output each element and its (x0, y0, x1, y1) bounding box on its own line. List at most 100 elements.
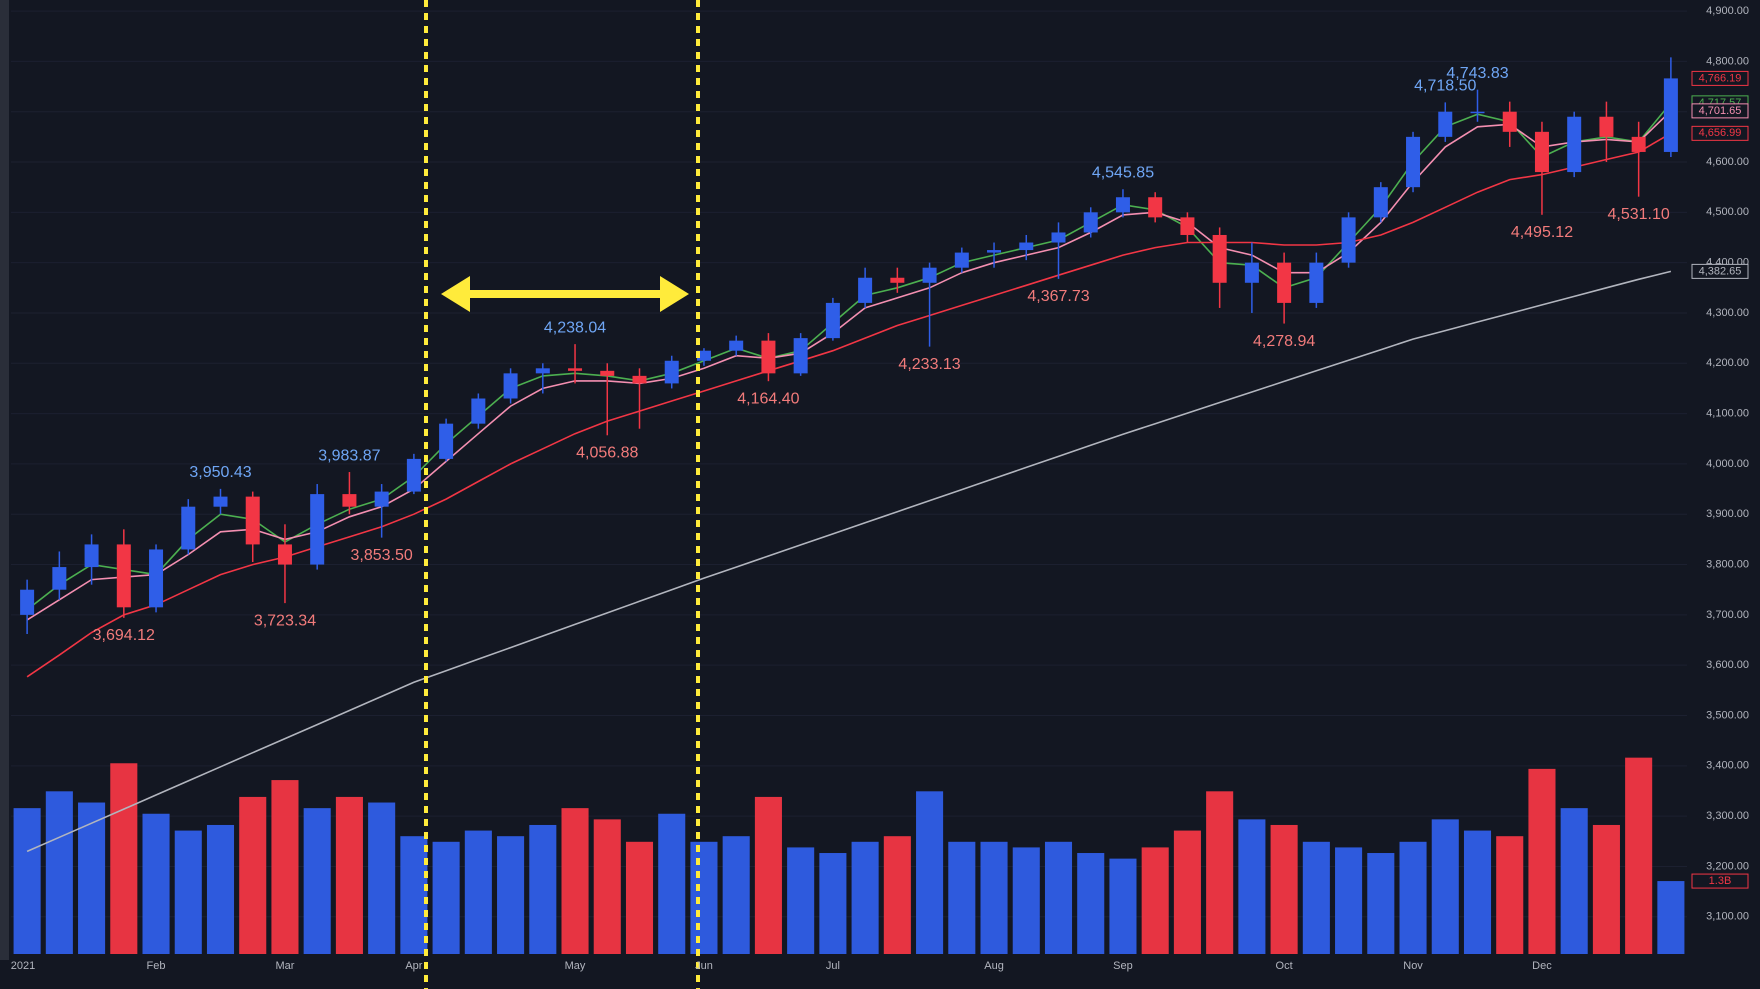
volume-bar (13, 808, 41, 954)
high-label: 4,743.83 (1446, 65, 1508, 82)
candle-body (1148, 197, 1163, 218)
volume-bar (1496, 836, 1524, 954)
y-tick-label: 3,300.00 (1706, 810, 1749, 822)
candle-body (1115, 197, 1130, 213)
volume-bar (432, 841, 460, 954)
price-tag (1691, 125, 1749, 141)
candle-body (793, 338, 808, 374)
volume-bar (335, 796, 363, 954)
price-tag (1691, 103, 1749, 119)
high-label: 4,718.50 (1414, 78, 1476, 95)
low-label: 3,853.50 (351, 547, 413, 564)
x-tick-label: Apr (405, 960, 422, 972)
volume-bar (561, 808, 589, 954)
volume-bar (239, 796, 267, 954)
volume-bar (1077, 853, 1105, 954)
candle-body (116, 544, 131, 608)
x-tick-label: Jul (826, 960, 840, 972)
candle-body (922, 267, 937, 283)
volume-bar (271, 780, 299, 954)
high-label: 4,238.04 (544, 319, 606, 336)
volume-bar (916, 791, 944, 954)
x-tick-label: Aug (984, 960, 1004, 972)
volume-bar (658, 813, 686, 954)
volume-bar (1173, 830, 1201, 954)
left-edge (0, 0, 9, 960)
volume-bar (754, 796, 782, 954)
candle-body (181, 506, 196, 550)
candle-body (1341, 217, 1356, 263)
price-tag-label: 4,382.65 (1699, 265, 1742, 277)
volume-bar (948, 841, 976, 954)
y-tick-label: 3,200.00 (1706, 860, 1749, 872)
candle-body (858, 277, 873, 303)
price-tag (1691, 873, 1749, 889)
candle-body (406, 458, 421, 492)
range-arrow (441, 276, 689, 312)
y-tick-label: 3,400.00 (1706, 760, 1749, 772)
volume-bar (45, 791, 73, 954)
price-tag-label: 4,701.65 (1699, 105, 1742, 117)
x-tick-label: Oct (1276, 960, 1293, 972)
high-label: 4,545.85 (1092, 164, 1154, 181)
candle-body (1373, 187, 1388, 218)
candle-body (213, 496, 228, 507)
volume-bar (1238, 819, 1266, 954)
volume-bar (1270, 824, 1298, 954)
candle-body (1180, 217, 1195, 235)
candle-body (503, 373, 518, 399)
volume-bar (142, 813, 170, 954)
candle-body (277, 544, 292, 565)
volume-bar (593, 819, 621, 954)
candle-body (342, 494, 357, 507)
volume-bar (400, 836, 428, 954)
high-label: 3,983.87 (318, 447, 380, 464)
volume-bar (625, 841, 654, 954)
y-tick-label: 3,700.00 (1706, 609, 1749, 621)
candle-body (1438, 111, 1453, 137)
volume-bar (787, 847, 815, 954)
volume-bar (110, 763, 138, 954)
ma-line (26, 132, 1672, 678)
low-label: 4,367.73 (1027, 288, 1089, 305)
candle-body (568, 368, 583, 371)
price-tag-label: 4,766.19 (1699, 72, 1742, 84)
volume-bar (1399, 841, 1427, 954)
x-tick-label: 2021 (11, 960, 35, 972)
labels: 3,694.12 3,950.43 3,723.34 3,983.87 3,853.50… (93, 65, 1670, 644)
volume-pane (13, 757, 1685, 954)
low-label: 3,723.34 (254, 612, 316, 629)
candle-body (632, 375, 647, 384)
x-tick-label: Mar (275, 960, 294, 972)
ma-line (26, 110, 1672, 621)
candle-body (1019, 242, 1034, 251)
price-tag (1691, 263, 1749, 279)
x-tick-label: Sep (1113, 960, 1133, 972)
axes: 3,100.00 3,200.00 3,300.00 3,400.00 3,500.00… (11, 5, 1749, 972)
y-tick-label: 4,500.00 (1706, 206, 1749, 218)
volume-bar (883, 836, 911, 954)
candle-body (1051, 232, 1066, 243)
volume-bar (1625, 757, 1653, 954)
y-tick-label: 4,000.00 (1706, 458, 1749, 470)
low-label: 4,056.88 (576, 445, 638, 462)
moving-averages (26, 102, 1672, 853)
volume-bar (1560, 808, 1588, 954)
price-tag-label: 4,656.99 (1699, 127, 1742, 139)
candle-body (825, 302, 840, 339)
volume-bar (1206, 791, 1234, 954)
candle-body (310, 494, 325, 565)
low-label: 4,233.13 (898, 356, 960, 373)
candle-body (1534, 131, 1549, 173)
ma-line (26, 270, 1672, 853)
candle-body (52, 567, 67, 590)
candle-body (20, 589, 35, 615)
volume-bar (819, 853, 847, 954)
candle-body (245, 496, 260, 545)
volume-bar (1367, 853, 1395, 954)
low-label: 4,495.12 (1511, 224, 1573, 241)
volume-bar (368, 802, 396, 954)
y-tick-label: 4,200.00 (1706, 357, 1749, 369)
candle-body (374, 491, 389, 507)
